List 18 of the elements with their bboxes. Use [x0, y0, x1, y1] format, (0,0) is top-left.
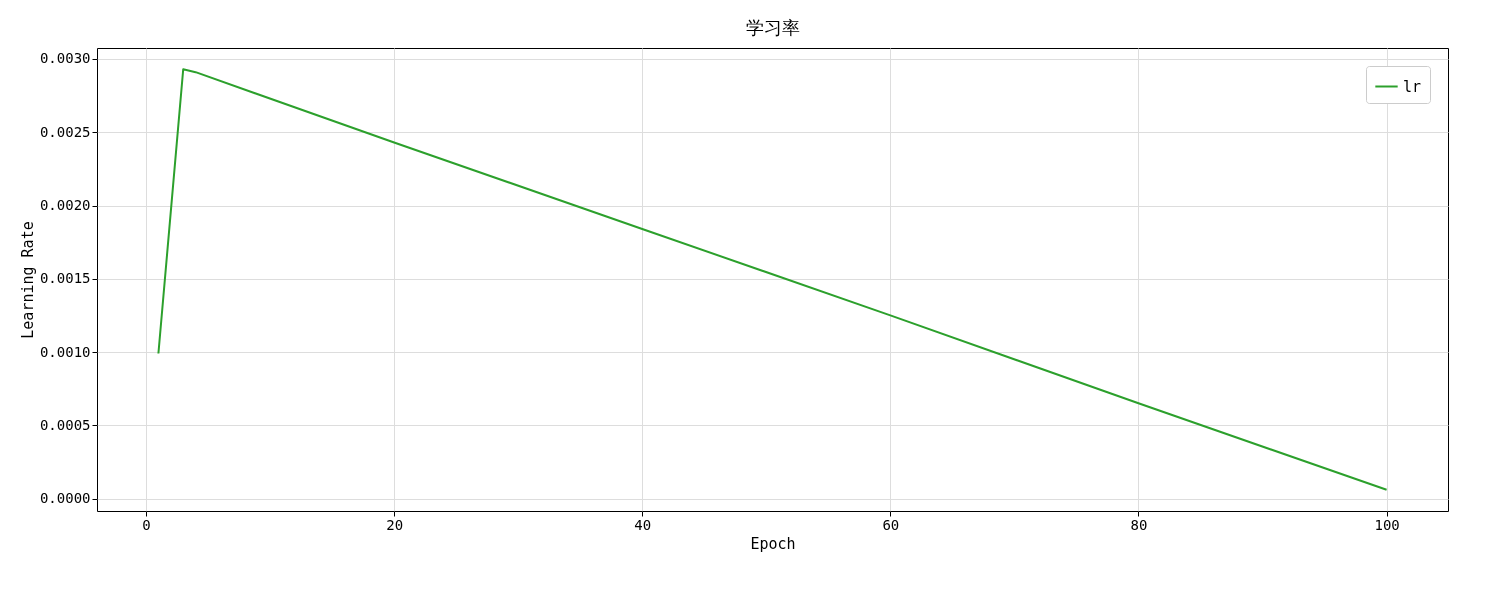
y-tick-label: 0.0015	[39, 270, 91, 287]
x-tick-label: 20	[386, 516, 404, 533]
y-tick-label: 0.0005	[39, 416, 91, 433]
y-tick-label: 0.0025	[39, 123, 91, 140]
chart-title: 学习率	[745, 17, 800, 38]
legend-label: lr	[1403, 77, 1422, 96]
x-tick-label: 40	[634, 516, 652, 533]
x-tick-label: 80	[1130, 516, 1148, 533]
y-axis-title: Learning Rate	[18, 221, 37, 339]
x-tick-label: 100	[1374, 516, 1400, 533]
y-tick-label: 0.0000	[39, 490, 91, 507]
line-series	[157, 68, 1388, 491]
y-tick-label: 0.0020	[39, 197, 91, 214]
x-axis-title: Epoch	[750, 534, 796, 553]
x-tick-label: 0	[142, 516, 151, 533]
y-tick-label: 0.0010	[39, 343, 91, 360]
x-tick-label: 60	[882, 516, 900, 533]
y-tick-label: 0.0030	[39, 50, 91, 67]
